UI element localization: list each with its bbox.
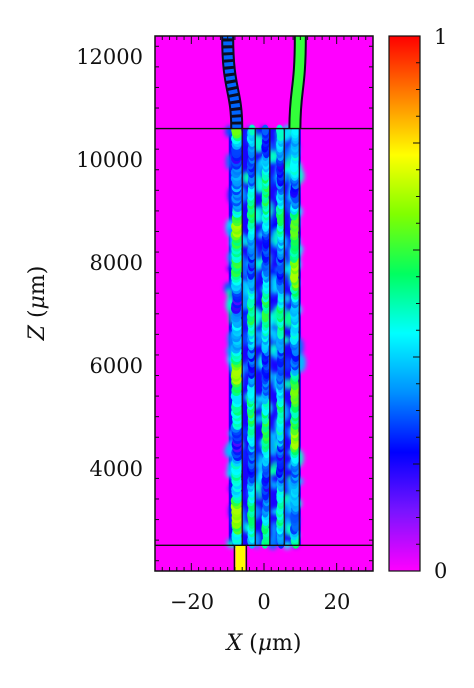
waveguide-2	[246, 124, 256, 549]
colorbar-label-min: 0	[434, 559, 447, 583]
ytick-label-6000: 6000	[90, 354, 143, 378]
ytick-label-10000: 10000	[76, 148, 143, 172]
axis-ticks	[154, 36, 374, 571]
region-boundaries	[155, 127, 373, 546]
waveguide-5	[289, 124, 301, 549]
colorbar-label-max: 1	[434, 25, 447, 49]
waveguide-4	[275, 124, 286, 549]
input-waveguide	[233, 545, 248, 571]
xtick-label-20: 20	[324, 590, 351, 614]
x-axis-title: X (μm)	[224, 631, 301, 656]
ytick-label-8000: 8000	[90, 251, 143, 275]
waveguide-3	[261, 124, 271, 549]
colorbar-ticks	[413, 35, 420, 572]
output-waveguide-left	[221, 36, 244, 129]
ytick-label-4000: 4000	[90, 457, 143, 481]
xtick-label-neg20: −20	[170, 590, 214, 614]
y-axis-title: Z (μm)	[25, 266, 50, 342]
colorbar	[388, 35, 421, 572]
ytick-label-12000: 12000	[76, 45, 143, 69]
output-waveguide-right	[288, 36, 307, 129]
xtick-label-0: 0	[257, 590, 270, 614]
field-intensity	[221, 36, 307, 571]
waveguide-1	[230, 124, 243, 549]
